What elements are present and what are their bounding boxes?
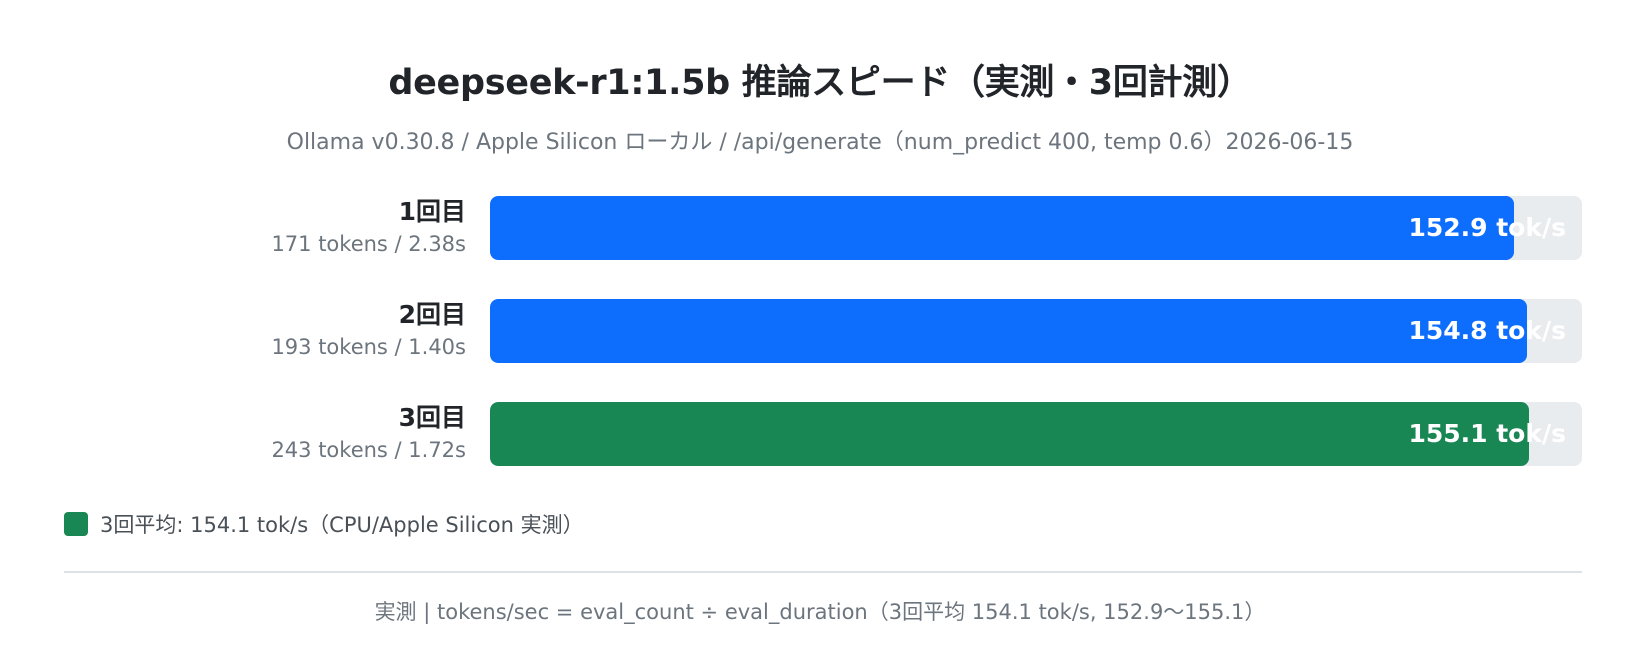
bar — [490, 196, 1514, 260]
category-label: 1回目 — [398, 197, 466, 226]
bar-row: 2回目 193 tokens / 1.40s 154.8 tok/s — [0, 299, 1640, 363]
chart-subtitle: Ollama v0.30.8 / Apple Silicon ローカル / /a… — [286, 130, 1354, 155]
bar — [490, 299, 1527, 363]
divider — [64, 571, 1582, 573]
category-label: 3回目 — [398, 403, 466, 432]
bar-track: 155.1 tok/s — [490, 402, 1582, 466]
legend-swatch — [64, 512, 88, 536]
legend-label: 3回平均: 154.1 tok/s（CPU/Apple Silicon 実測） — [100, 513, 584, 537]
category-label-group: 2回目 193 tokens / 1.40s — [66, 299, 466, 363]
category-detail: 243 tokens / 1.72s — [271, 438, 466, 462]
bar-value-label: 155.1 tok/s — [1408, 419, 1566, 448]
bar-track: 154.8 tok/s — [490, 299, 1582, 363]
category-detail: 193 tokens / 1.40s — [271, 335, 466, 359]
category-detail: 171 tokens / 2.38s — [271, 232, 466, 256]
chart-title: deepseek-r1:1.5b 推論スピード（実測・3回計測） — [388, 63, 1252, 103]
bar-value-label: 154.8 tok/s — [1408, 316, 1566, 345]
bar-row: 3回目 243 tokens / 1.72s 155.1 tok/s — [0, 402, 1640, 466]
category-label-group: 1回目 171 tokens / 2.38s — [66, 196, 466, 260]
bar-track: 152.9 tok/s — [490, 196, 1582, 260]
footnote: 実測 | tokens/sec = eval_count ÷ eval_dura… — [374, 600, 1266, 624]
category-label-group: 3回目 243 tokens / 1.72s — [66, 402, 466, 466]
category-label: 2回目 — [398, 300, 466, 329]
bar — [490, 402, 1529, 466]
bar-row: 1回目 171 tokens / 2.38s 152.9 tok/s — [0, 196, 1640, 260]
legend: 3回平均: 154.1 tok/s（CPU/Apple Silicon 実測） — [64, 510, 584, 538]
bar-value-label: 152.9 tok/s — [1408, 213, 1566, 242]
